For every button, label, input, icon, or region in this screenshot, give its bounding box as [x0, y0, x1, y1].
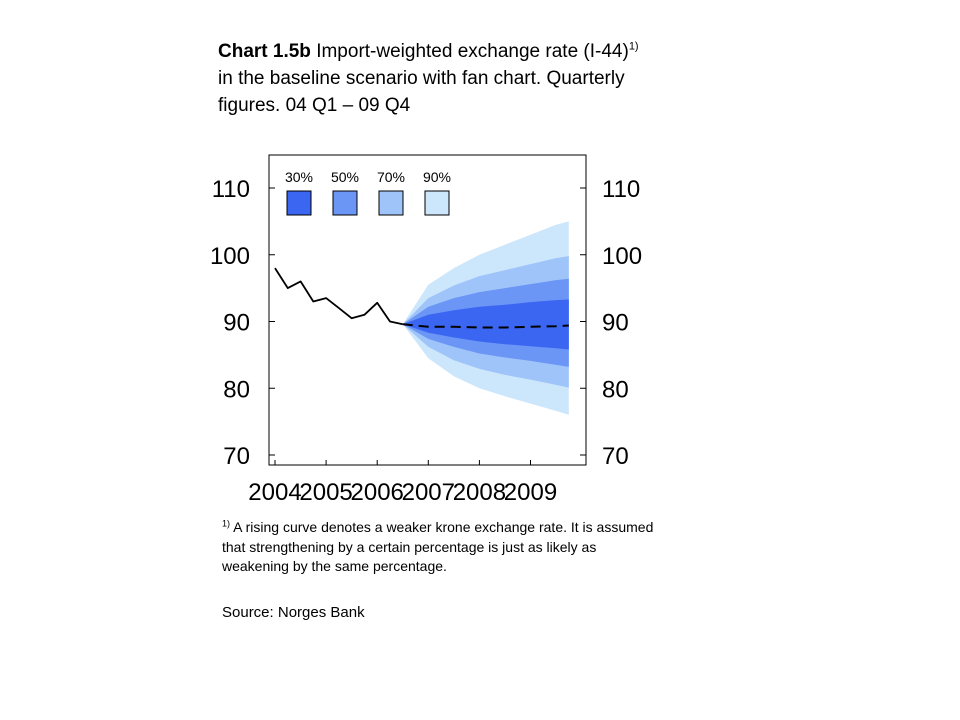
plot-frame	[268, 154, 587, 466]
footnote-text: A rising curve denotes a weaker krone ex…	[222, 519, 654, 574]
y-tick-label-left: 70	[223, 443, 250, 470]
chart-title: Chart 1.5b Import-weighted exchange rate…	[218, 38, 678, 119]
footnote-marker: 1)	[222, 518, 231, 529]
legend-label: 50%	[331, 169, 359, 185]
y-tick-label-left: 110	[212, 176, 250, 203]
legend: 30% 50% 70% 90%	[285, 169, 451, 216]
legend-swatch	[424, 190, 450, 216]
fan-bands	[402, 221, 569, 415]
chart-number: Chart 1.5b	[218, 41, 311, 62]
y-tick-label-right: 90	[602, 310, 629, 337]
y-tick-label-left: 80	[223, 376, 250, 403]
fan-band-30pct	[402, 299, 569, 350]
x-tick-label: 2007	[402, 479, 455, 506]
title-footnote-marker: 1)	[628, 40, 639, 53]
legend-swatch	[378, 190, 404, 216]
y-tick-label-right: 70	[602, 443, 629, 470]
axis-labels: 110 110 100 100 90 90 80 80 70 70 2004200520062007…	[210, 176, 642, 506]
x-tick-label: 2009	[504, 479, 557, 506]
y-tick-label-left: 100	[210, 243, 250, 270]
x-tick-label: 2008	[453, 479, 506, 506]
axis-ticks	[269, 187, 586, 465]
footnote: 1) A rising curve denotes a weaker krone…	[222, 518, 662, 577]
y-tick-label-left: 90	[223, 310, 250, 337]
chart-title-text: Import-weighted exchange rate (I-44)	[316, 41, 629, 62]
x-tick-label: 2005	[299, 479, 352, 506]
chart-title-line2: in the baseline scenario with fan chart.…	[218, 68, 625, 89]
y-tick-label-right: 110	[602, 176, 640, 203]
legend-swatch	[332, 190, 358, 216]
y-tick-label-right: 80	[602, 376, 629, 403]
series-lines	[274, 267, 569, 329]
source-note: Source: Norges Bank	[222, 604, 365, 621]
x-tick-label: 2006	[351, 479, 404, 506]
legend-label: 30%	[285, 169, 313, 185]
legend-label: 70%	[377, 169, 405, 185]
x-tick-label: 2004	[248, 479, 301, 506]
legend-label: 90%	[423, 169, 451, 185]
history-line	[274, 267, 403, 326]
legend-swatch	[286, 190, 312, 216]
y-tick-label-right: 100	[602, 243, 642, 270]
chart-title-line3: figures. 04 Q1 – 09 Q4	[218, 95, 411, 116]
baseline-projection-line	[402, 323, 569, 329]
